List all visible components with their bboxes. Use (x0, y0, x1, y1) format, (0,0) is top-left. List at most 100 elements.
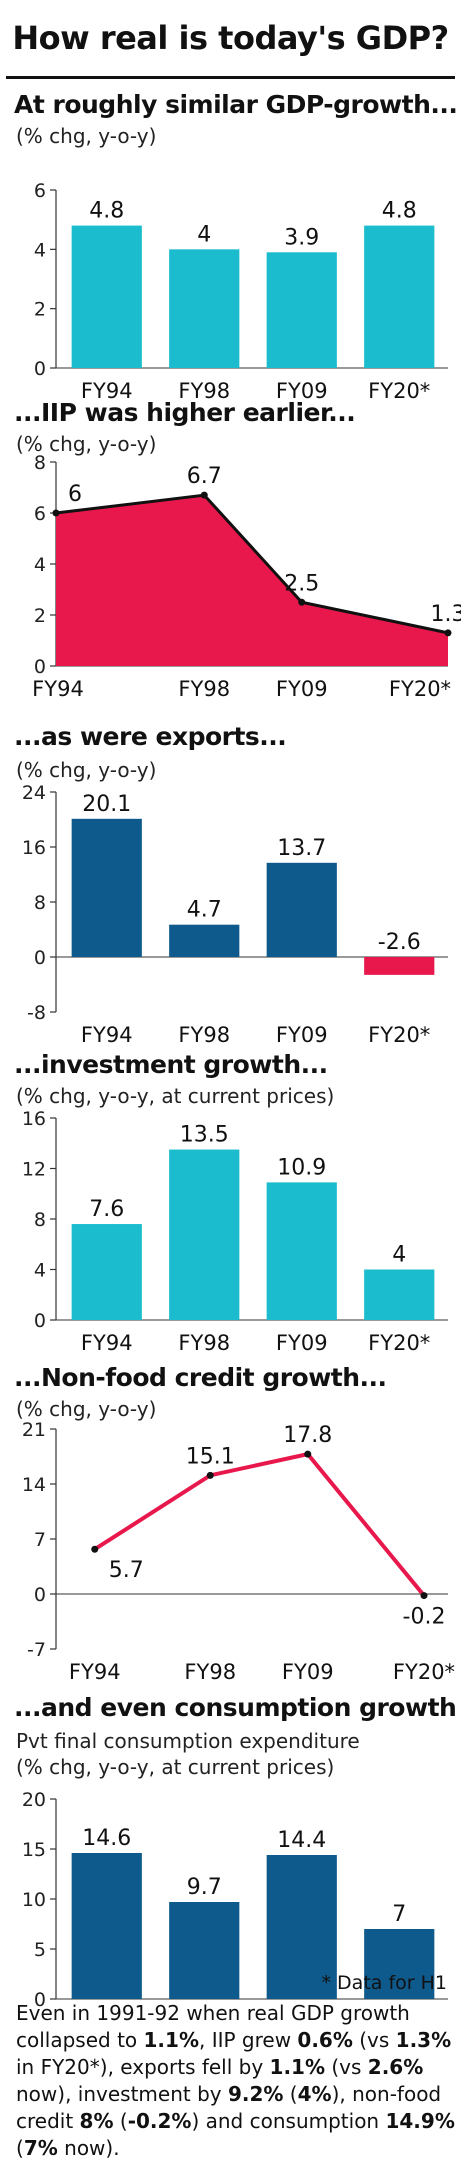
summary-figure: 9.2% (227, 2082, 284, 2106)
summary-part: Even in 1991-92 when real GDP growth col… (16, 2001, 410, 2052)
bar (364, 225, 435, 368)
data-point (304, 1450, 312, 1458)
data-point (91, 1545, 99, 1553)
chart-title: ...Non-food credit growth... (14, 1363, 387, 1392)
x-category-label: FY98 (184, 1660, 236, 1684)
data-label: 4 (392, 1243, 406, 1268)
y-tick-label: 10 (22, 1889, 46, 1911)
y-tick-label: 8 (34, 1209, 46, 1231)
chart-subtitle: Pvt final consumption expenditure (16, 1729, 360, 1753)
data-label: 13.5 (180, 1123, 229, 1148)
area-fill (56, 495, 448, 666)
summary-figure: 0.6% (297, 2028, 353, 2052)
data-label: 17.8 (283, 1423, 332, 1448)
chart-title: ...as were exports... (14, 722, 287, 751)
summary-figure: 4% (297, 2082, 332, 2106)
y-tick-label: 16 (22, 1108, 46, 1130)
y-tick-label: 8 (34, 452, 46, 474)
data-label: -2.6 (378, 930, 421, 955)
x-category-label: FY09 (282, 1660, 334, 1684)
data-label: 14.4 (277, 1828, 326, 1853)
chart-subtitle-units: (% chg, y-o-y, at current prices) (16, 1755, 335, 1779)
y-tick-label: 4 (34, 1260, 46, 1282)
x-category-label: FY94 (69, 1660, 121, 1684)
chart-title: At roughly similar GDP-growth... (14, 90, 458, 119)
bar (266, 1182, 337, 1320)
summary-part: ), non-food credit (16, 2082, 442, 2133)
summary-figure: 2.6% (367, 2055, 424, 2079)
x-category-label: FY94 (81, 2010, 133, 2013)
y-tick-label: 0 (34, 947, 46, 969)
summary-part: (vs (325, 2055, 368, 2079)
chart-title: ...and even consumption growth (14, 1693, 457, 1722)
y-tick-label: 0 (34, 1584, 46, 1606)
data-label: 6 (68, 482, 82, 507)
data-point (420, 1592, 428, 1600)
area-line (55, 493, 449, 635)
data-label: 5.7 (109, 1558, 144, 1583)
bar (71, 1224, 142, 1320)
title-divider (6, 76, 455, 79)
summary-figure: 7% (23, 2136, 58, 2160)
data-point (444, 629, 452, 637)
x-category-label: FY94 (32, 677, 84, 701)
summary-figure: 14.9% (385, 2109, 455, 2133)
data-label: 7 (392, 1902, 406, 1927)
summary-part: , IIP grew (198, 2028, 298, 2052)
chart-svg: -7 0 7 14 21 5.7 15.1 17.8 -0.2 FY94 FY98 FY09 FY20* (22, 1419, 455, 1684)
y-tick-label: 7 (34, 1529, 46, 1551)
x-category-label: FY09 (276, 379, 328, 403)
bar (266, 862, 337, 957)
summary-figure: 1.3% (395, 2028, 452, 2052)
x-category-label: FY09 (276, 677, 328, 701)
chart-title: ...IIP was higher earlier... (14, 398, 356, 427)
data-point (200, 491, 208, 499)
y-tick-label: 5 (34, 1939, 46, 1961)
bar (71, 225, 142, 368)
bar (364, 1269, 435, 1320)
data-label: 9.7 (187, 1875, 222, 1900)
series-line (93, 1451, 426, 1597)
y-tick-label: 15 (22, 1839, 46, 1861)
footnote: * Data for H1 (321, 1972, 448, 1994)
y-tick-label: 4 (34, 554, 46, 576)
bar (266, 252, 337, 368)
chart-subtitle: (% chg, y-o-y, at current prices) (16, 1084, 335, 1108)
bar (169, 1902, 240, 1999)
y-tick-label: 16 (22, 837, 46, 859)
bar (71, 818, 142, 957)
summary-figure: -0.2% (127, 2109, 192, 2133)
chart-svg: 0 4 8 12 16 7.6 13.5 10.9 4 FY94 FY98 FY09 FY20* (22, 1108, 448, 1355)
x-category-label: FY98 (178, 1023, 230, 1046)
data-label: 2.5 (284, 571, 319, 596)
bar (71, 1853, 142, 1999)
data-label: 7.6 (89, 1197, 124, 1222)
x-category-label: FY94 (81, 1331, 133, 1355)
y-tick-label: 8 (34, 892, 46, 914)
x-category-label: FY09 (276, 1023, 328, 1046)
summary-part: ( (16, 2136, 24, 2160)
summary-figure: 1.1% (269, 2055, 326, 2079)
y-tick-label: 6 (34, 180, 46, 202)
page-title: How real is today's GDP? (12, 19, 449, 57)
data-label: 13.7 (277, 836, 326, 861)
x-category-label: FY94 (81, 379, 133, 403)
data-label: 10.9 (277, 1155, 326, 1180)
y-tick-label: 21 (22, 1419, 46, 1441)
bar (169, 249, 240, 368)
summary-text: Even in 1991-92 when real GDP growth col… (16, 2000, 456, 2162)
data-label: -0.2 (403, 1605, 446, 1630)
data-label: 4 (197, 222, 211, 247)
data-label: 15.1 (186, 1444, 235, 1469)
summary-part: ( (113, 2109, 128, 2133)
x-category-label: FY09 (276, 2010, 328, 2013)
data-label: 3.9 (284, 225, 319, 250)
y-tick-label: 6 (34, 503, 46, 525)
bar (364, 1929, 435, 1999)
x-category-label: FY09 (276, 1331, 328, 1355)
y-tick-label: 2 (34, 299, 46, 321)
bar (364, 957, 435, 975)
summary-part: ( (283, 2082, 298, 2106)
data-point (298, 598, 306, 606)
y-tick-label: 2 (34, 605, 46, 627)
